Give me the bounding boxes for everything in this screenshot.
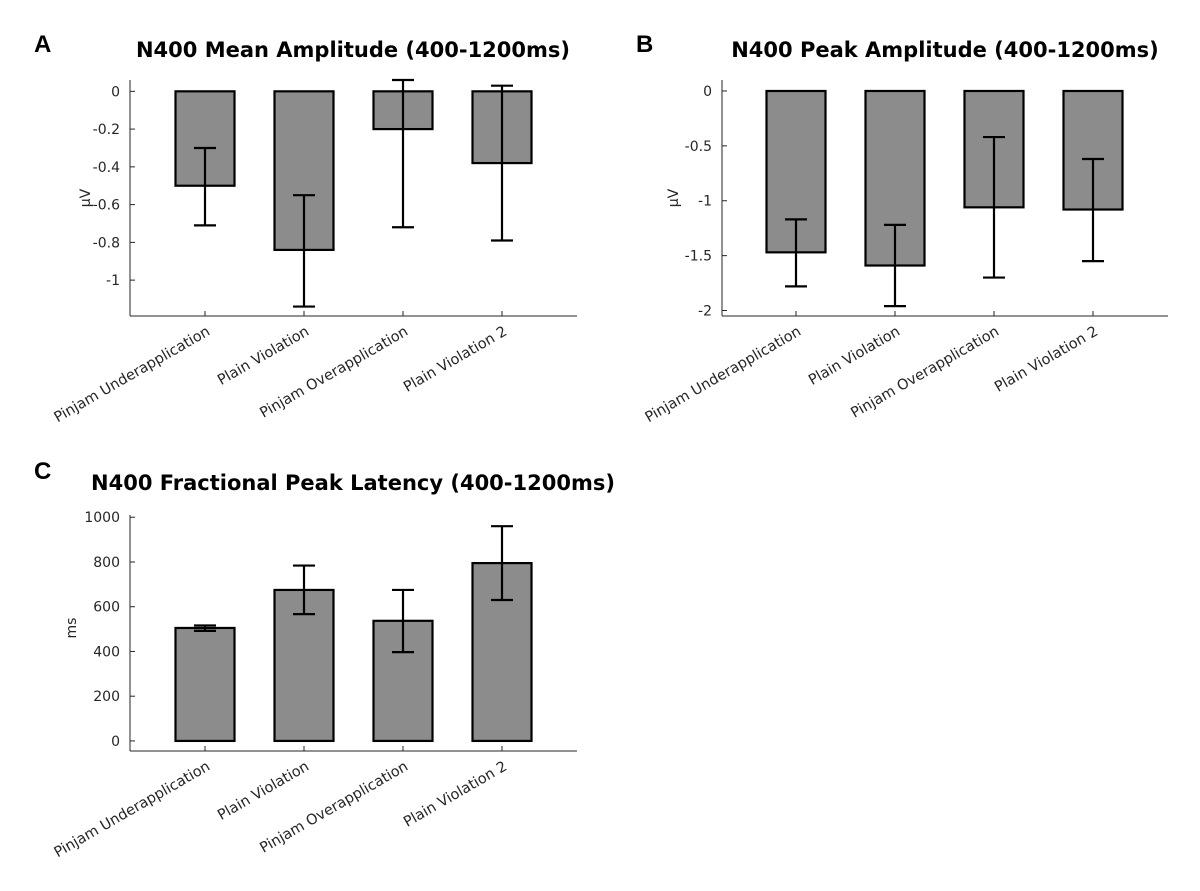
error-bar-b-2 xyxy=(884,223,906,308)
error-bar-a-1 xyxy=(194,146,216,227)
y-tick-label-a: -0.6 xyxy=(93,198,120,214)
y-tick-label-a: -0.2 xyxy=(93,122,120,138)
error-bar-c-2 xyxy=(293,564,315,616)
panel-letter-a: A xyxy=(34,31,51,58)
y-tick-label-a: -0.8 xyxy=(93,235,120,251)
y-tick-label-c: 0 xyxy=(111,734,120,750)
y-tick-label-c: 1000 xyxy=(84,510,120,526)
error-bar-a-3 xyxy=(392,78,414,229)
y-tick-label-c: 600 xyxy=(93,600,120,616)
x-tick-label-b: Pinjam Underapplication xyxy=(643,324,804,426)
error-bar-c-3 xyxy=(392,588,414,654)
error-bar-b-4 xyxy=(1082,157,1104,263)
x-tick-label-b: Plain Violation 2 xyxy=(992,324,1101,396)
x-tick-label-a: Plain Violation 2 xyxy=(401,324,510,396)
panel-b: B N400 Peak Amplitude (400-1200ms) μV 0 -… xyxy=(636,31,1168,426)
x-tick-label-b: Plain Violation xyxy=(806,324,903,389)
panel-letter-c: C xyxy=(34,458,51,485)
y-tick-label-b: -0.5 xyxy=(685,139,712,155)
y-tick-label-c: 200 xyxy=(93,689,120,705)
bar-c-1 xyxy=(174,626,236,743)
chart-title-c: N400 Fractional Peak Latency (400-1200ms… xyxy=(91,471,615,495)
x-tick-label-c: Plain Violation 2 xyxy=(401,759,510,831)
x-tick-label-c: Plain Violation xyxy=(215,759,312,824)
y-axis-label-c: ms xyxy=(64,618,80,639)
y-tick-label-c: 800 xyxy=(93,555,120,571)
x-tick-label-a: Plain Violation xyxy=(215,324,312,389)
error-bar-c-1 xyxy=(194,624,216,632)
x-tick-label-a: Pinjam Underapplication xyxy=(52,324,213,426)
y-tick-label-a: -1 xyxy=(106,273,120,289)
panel-a: A N400 Mean Amplitude (400-1200ms) μV 0 -… xyxy=(34,31,577,426)
y-tick-label-a: -0.4 xyxy=(93,160,120,176)
x-tick-label-c: Pinjam Underapplication xyxy=(52,759,213,861)
error-bar-a-4 xyxy=(491,84,513,242)
chart-title-b: N400 Peak Amplitude (400-1200ms) xyxy=(731,38,1159,62)
y-axis-label-a: μV xyxy=(78,188,94,207)
error-bar-b-3 xyxy=(983,135,1005,279)
error-bar-c-4 xyxy=(491,525,513,602)
error-bar-b-1 xyxy=(785,218,807,288)
chart-title-a: N400 Mean Amplitude (400-1200ms) xyxy=(136,38,570,62)
y-tick-label-c: 400 xyxy=(93,644,120,660)
y-tick-label-a: 0 xyxy=(111,84,120,100)
y-tick-label-b: -2 xyxy=(698,304,712,320)
y-tick-label-b: 0 xyxy=(703,84,712,100)
y-tick-label-b: -1 xyxy=(698,194,712,210)
panel-c: C N400 Fractional Peak Latency (400-1200… xyxy=(34,458,615,861)
y-tick-label-b: -1.5 xyxy=(685,249,712,265)
panel-letter-b: B xyxy=(636,31,653,58)
y-axis-label-b: μV xyxy=(666,188,682,207)
error-bar-a-2 xyxy=(293,194,315,308)
